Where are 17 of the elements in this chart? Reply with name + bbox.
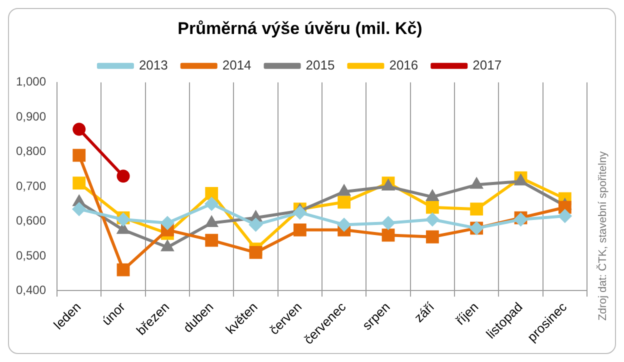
legend-label: 2017	[472, 57, 502, 72]
x-tick-label: únor	[98, 298, 128, 328]
x-tick-label: říjen	[452, 299, 482, 328]
y-tick-label: 1,000	[16, 74, 46, 89]
legend-label: 2013	[138, 57, 168, 72]
y-tick-label: 0,500	[16, 248, 46, 262]
y-tick-label: 0,400	[16, 282, 46, 297]
x-tick-label: září	[411, 298, 438, 326]
legend-label: 2016	[389, 57, 418, 72]
y-tick-label: 0,800	[16, 144, 46, 158]
y-tick-label: 0,900	[16, 109, 46, 124]
legend-label: 2015	[306, 57, 335, 72]
y-tick-label: 0,700	[16, 178, 46, 193]
text: Zdroj dat: ČTK, stavební spořitelny	[596, 150, 610, 321]
legend-label: 2014	[222, 57, 252, 72]
y-tick-label: 0,600	[16, 214, 46, 228]
chart-title: Průměrná výše úvěru (mil. Kč)	[178, 18, 422, 38]
